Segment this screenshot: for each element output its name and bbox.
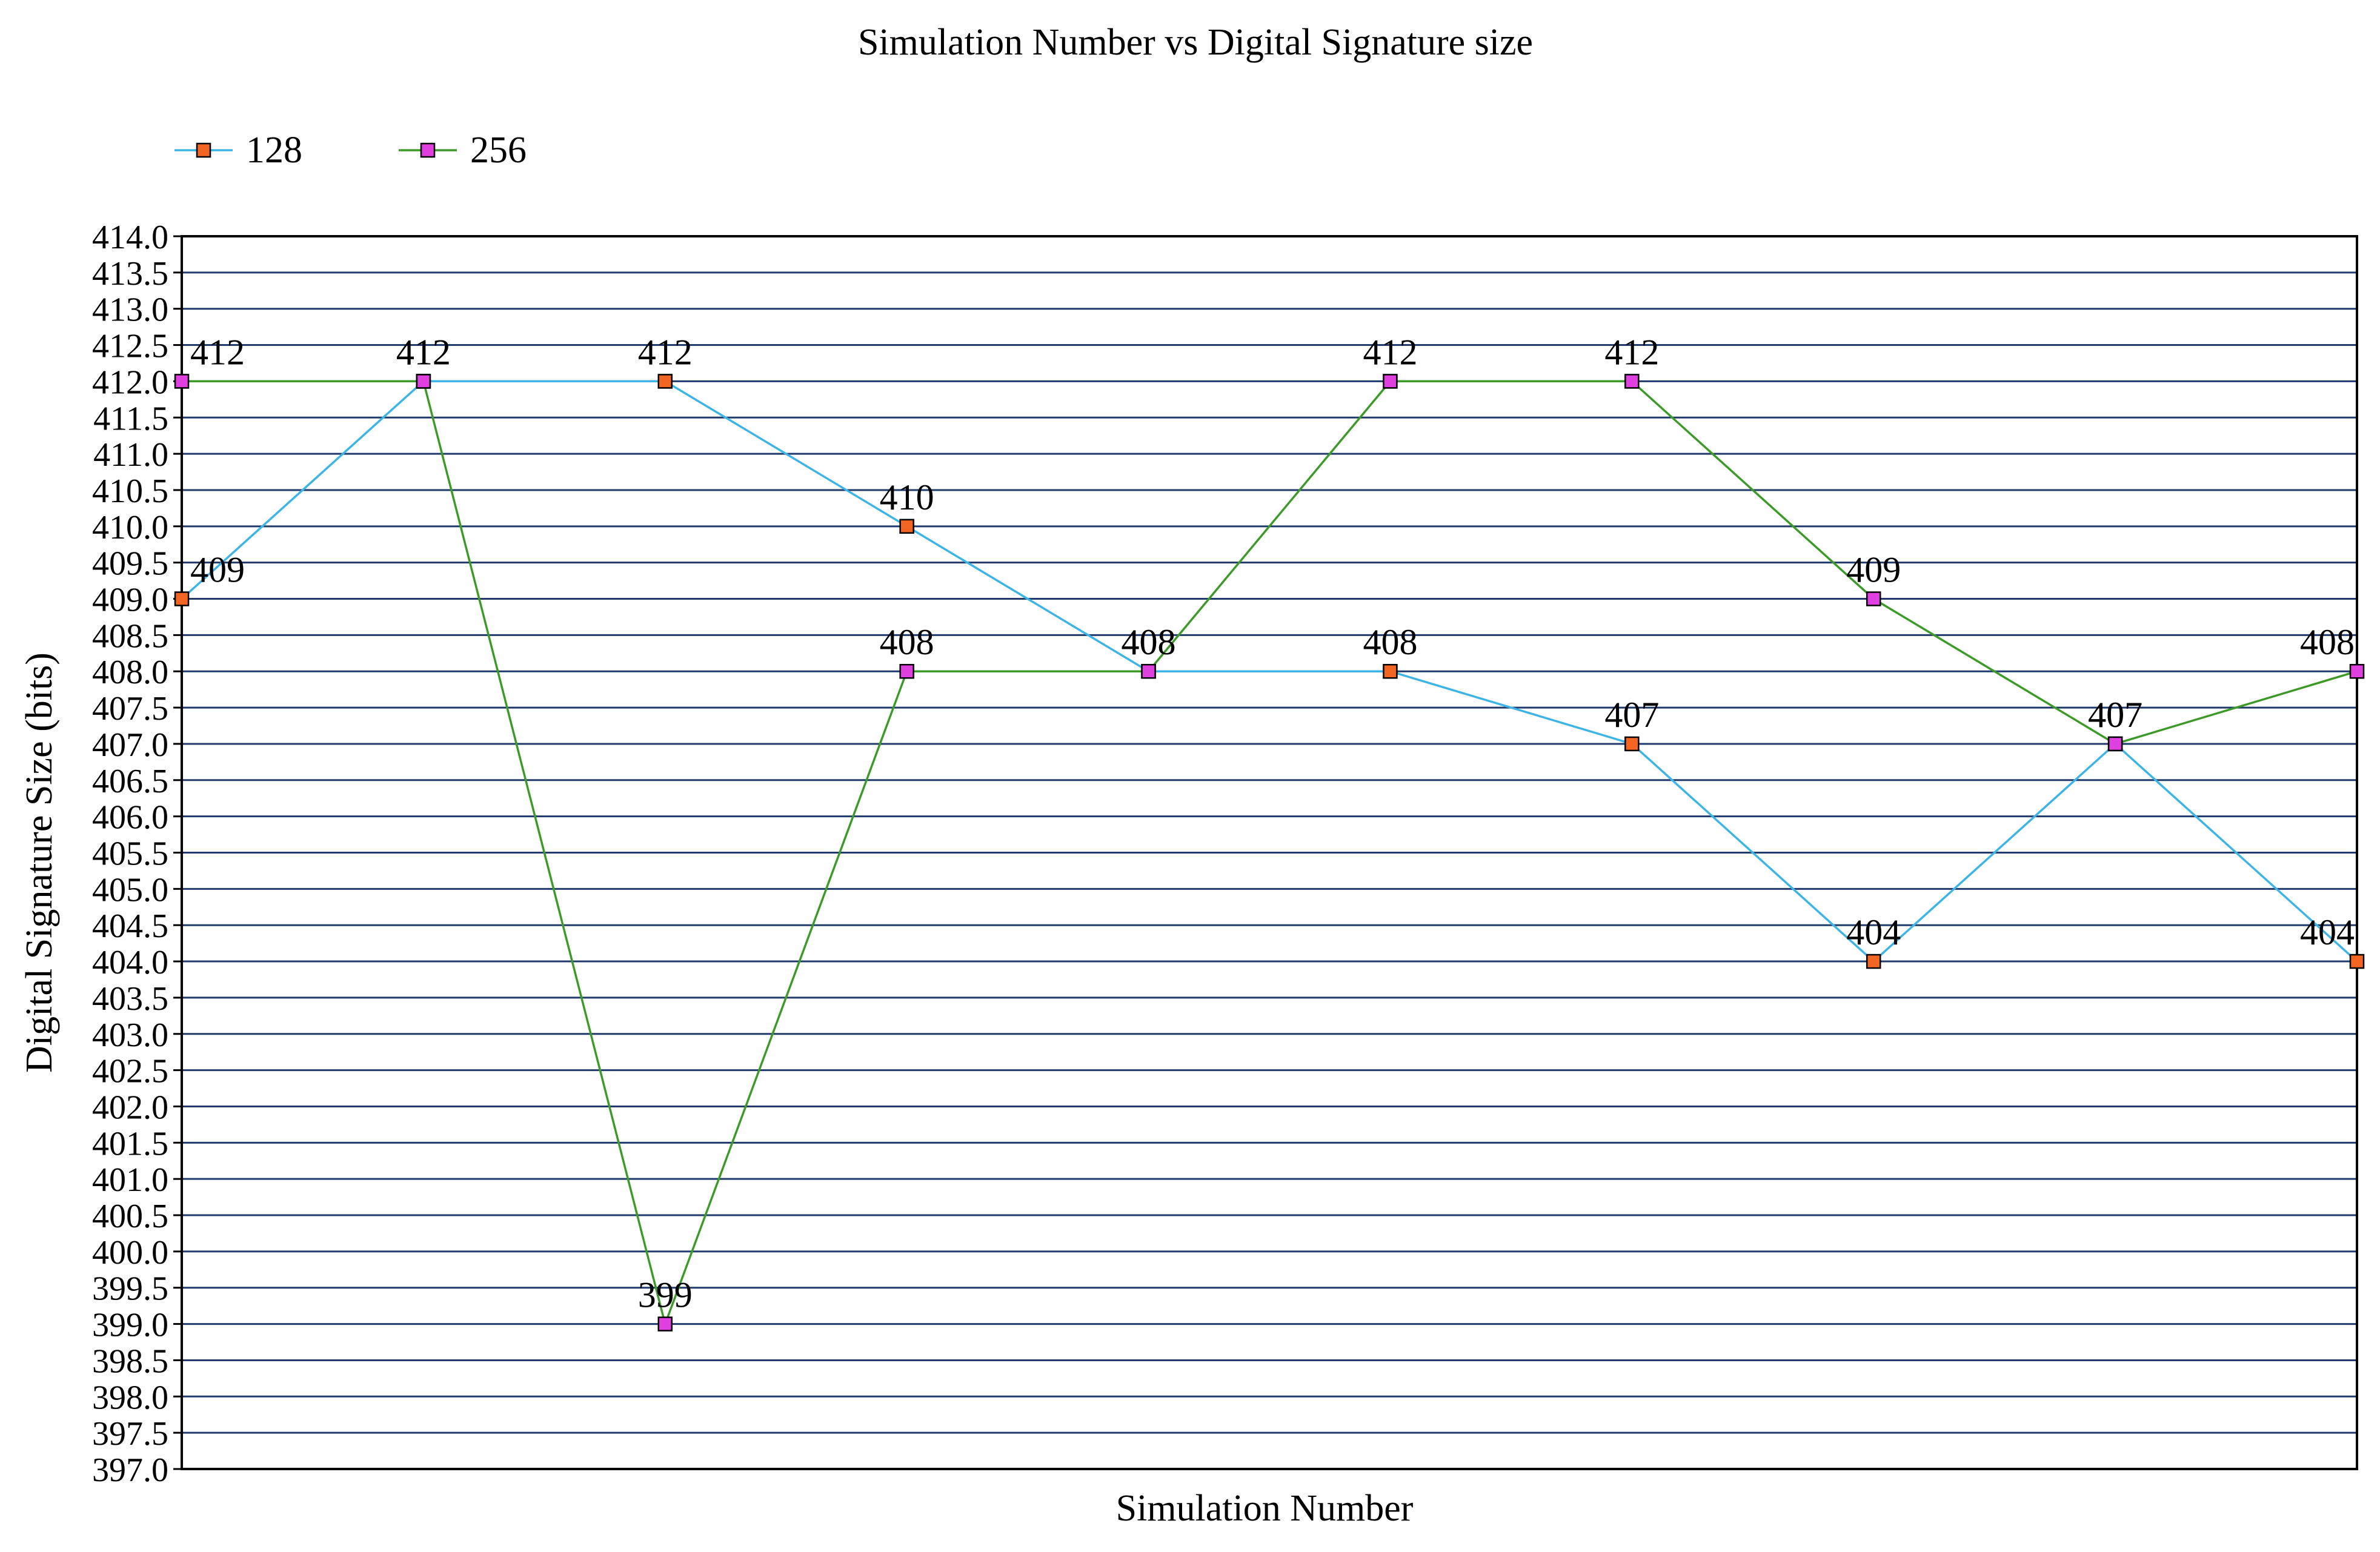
- y-tick-label: 401.0: [92, 1161, 168, 1199]
- data-point-128: [174, 591, 190, 606]
- y-tick-label: 413.5: [92, 255, 168, 293]
- data-label-256: 412: [190, 332, 245, 372]
- data-point-256: [1383, 374, 1398, 389]
- y-tick-label: 407.5: [92, 690, 168, 728]
- legend-label-256: 256: [470, 130, 527, 171]
- data-label-128: 412: [396, 332, 451, 372]
- y-tick-label: 411.5: [93, 400, 168, 437]
- data-label-128: 404: [1846, 912, 1901, 952]
- data-label-256: 412: [1363, 332, 1417, 372]
- y-tick-label: 400.5: [92, 1198, 168, 1235]
- series-line-128: [181, 380, 2358, 963]
- grid-lines: [182, 235, 2357, 1470]
- y-tick-label: 410.5: [92, 473, 168, 510]
- plot-frame: [181, 235, 2358, 1470]
- series-markers: [174, 374, 2365, 1331]
- data-label-256: 408: [1122, 622, 1176, 662]
- data-label-256: 408: [2300, 622, 2355, 662]
- data-label-256: 412: [1604, 332, 1659, 372]
- data-point-256: [416, 374, 431, 389]
- data-label-256: 409: [1846, 550, 1901, 590]
- y-tick-label: 397.0: [92, 1451, 168, 1489]
- y-tick-label: 403.0: [92, 1016, 168, 1054]
- y-tick-label: 411.0: [93, 436, 168, 474]
- y-tick-label: 398.0: [92, 1379, 168, 1416]
- legend-label-128: 128: [246, 130, 302, 171]
- data-point-256: [657, 1316, 673, 1331]
- x-axis-label: Simulation Number: [1116, 1488, 1414, 1529]
- data-point-256: [1141, 663, 1156, 679]
- data-point-256: [174, 374, 190, 389]
- y-tick-label: 409.5: [92, 545, 168, 583]
- data-label-128: 412: [638, 332, 693, 372]
- y-tick-label: 413.0: [92, 291, 168, 329]
- data-point-128: [899, 519, 914, 534]
- data-label-128: 407: [2088, 695, 2142, 735]
- y-tick-label: 408.5: [92, 617, 168, 655]
- y-tick-label: 412.0: [92, 363, 168, 401]
- data-point-256: [2349, 663, 2365, 679]
- y-tick-label: 402.0: [92, 1089, 168, 1126]
- y-tick-label: 414.0: [92, 219, 168, 256]
- data-point-256: [2107, 736, 2123, 752]
- data-point-256: [1624, 374, 1640, 389]
- data-point-128: [1866, 953, 1881, 969]
- y-tick-label: 405.0: [92, 871, 168, 909]
- data-label-128: 408: [1122, 622, 1176, 662]
- data-label-128: 409: [190, 550, 245, 590]
- y-tick-label: 397.5: [92, 1415, 168, 1453]
- y-tick-label: 407.0: [92, 726, 168, 764]
- series-lines: [181, 380, 2358, 1328]
- y-tick-label: 404.0: [92, 944, 168, 981]
- data-point-256: [899, 663, 914, 679]
- data-label-128: 407: [1604, 695, 1659, 735]
- data-label-256: 408: [880, 622, 934, 662]
- plot-border: [181, 235, 2358, 1470]
- y-tick-label: 398.5: [92, 1342, 168, 1380]
- y-tick-label: 408.0: [92, 654, 168, 691]
- y-tick-label: 401.5: [92, 1125, 168, 1162]
- data-label-128: 404: [2300, 912, 2355, 952]
- data-label-128: 410: [880, 477, 934, 517]
- legend-marker-256: [420, 142, 436, 158]
- y-axis-label: Digital Signature Size (bits): [19, 652, 60, 1073]
- series-line-256: [182, 380, 2358, 1328]
- data-label-256: 399: [638, 1275, 693, 1315]
- y-tick-label: 410.0: [92, 509, 168, 546]
- y-tick-label: 406.5: [92, 763, 168, 800]
- data-point-128: [1624, 736, 1640, 752]
- chart-title: Simulation Number vs Digital Signature s…: [858, 22, 1533, 63]
- y-tick-label: 403.5: [92, 980, 168, 1018]
- y-tick-label: 399.0: [92, 1307, 168, 1344]
- y-tick-label: 402.5: [92, 1053, 168, 1090]
- data-point-128: [1383, 663, 1398, 679]
- y-tick-label: 412.5: [92, 328, 168, 365]
- y-tick-label: 409.0: [92, 582, 168, 619]
- data-label-256: 412: [396, 332, 451, 372]
- data-label-256: 407: [2088, 695, 2142, 735]
- y-tick-label: 399.5: [92, 1270, 168, 1308]
- data-label-128: 408: [1363, 622, 1417, 662]
- y-axis-ticks: 397.0397.5398.0398.5399.0399.5400.0400.5…: [92, 219, 182, 1489]
- y-tick-label: 406.0: [92, 799, 168, 837]
- data-labels: 409 412 412 410 408 408 407 404 407 404 412 412 399 4…: [190, 332, 2355, 1315]
- y-tick-label: 404.5: [92, 907, 168, 945]
- legend-marker-128: [196, 142, 211, 158]
- data-point-256: [1866, 591, 1881, 606]
- legend: 128 256: [175, 130, 527, 171]
- data-point-128: [657, 374, 673, 389]
- y-tick-label: 400.0: [92, 1234, 168, 1272]
- y-tick-label: 405.5: [92, 835, 168, 873]
- data-point-128: [2349, 953, 2365, 969]
